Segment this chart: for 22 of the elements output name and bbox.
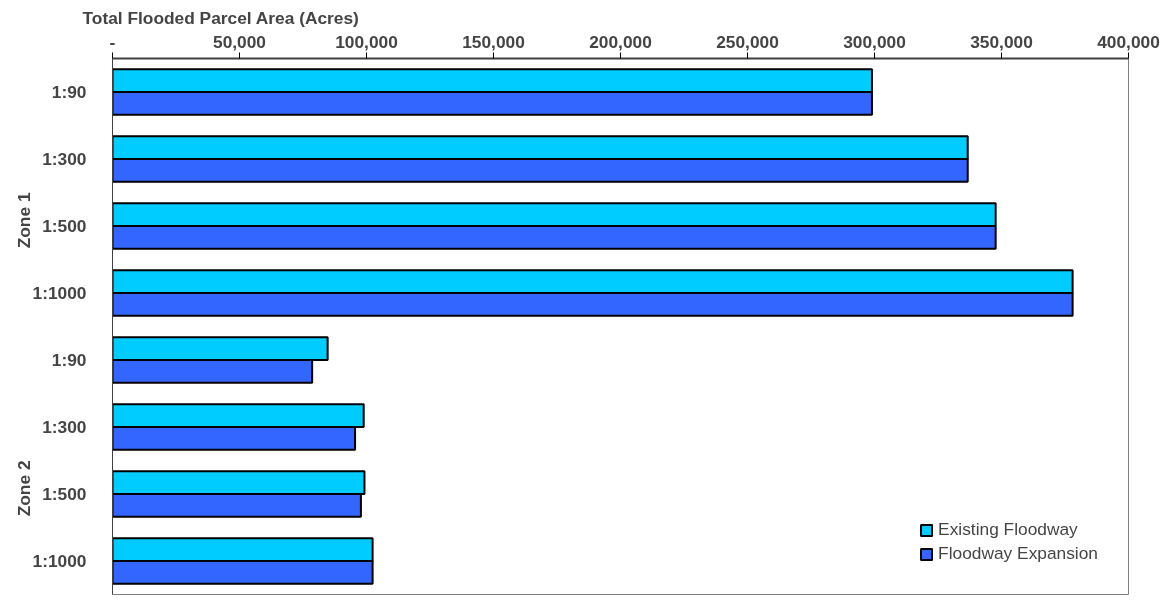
y-tick-label: 1:90 (51, 82, 87, 102)
y-tick-label: 1:90 (51, 350, 87, 370)
x-tick-label: 100,000 (335, 31, 398, 52)
text: Zone 1 (13, 192, 34, 249)
y-tick-label: 1:500 (42, 484, 87, 504)
x-axis-title: Total Flooded Parcel Area (Acres) (82, 7, 359, 28)
x-tick-label: 400,000 (1097, 31, 1160, 52)
x-tick-label: 200,000 (589, 31, 652, 52)
y-tick-label: 1:300 (42, 149, 87, 169)
legend-label: Existing Floodway (938, 519, 1078, 540)
x-tick-label: 300,000 (843, 31, 906, 52)
x-tick-label: 150,000 (462, 31, 525, 52)
x-tick-label: - (109, 31, 116, 52)
y-tick-label: 1:1000 (32, 283, 87, 303)
y-tick-label: 1:300 (42, 417, 87, 437)
x-tick-label: 50,000 (213, 31, 266, 52)
x-tick-label: 350,000 (970, 31, 1033, 52)
text: Zone 2 (13, 460, 34, 517)
y-tick-label: 1:1000 (32, 551, 87, 571)
x-tick-label: 250,000 (716, 31, 779, 52)
legend-label: Floodway Expansion (938, 543, 1098, 564)
y-tick-label: 1:500 (42, 216, 87, 236)
